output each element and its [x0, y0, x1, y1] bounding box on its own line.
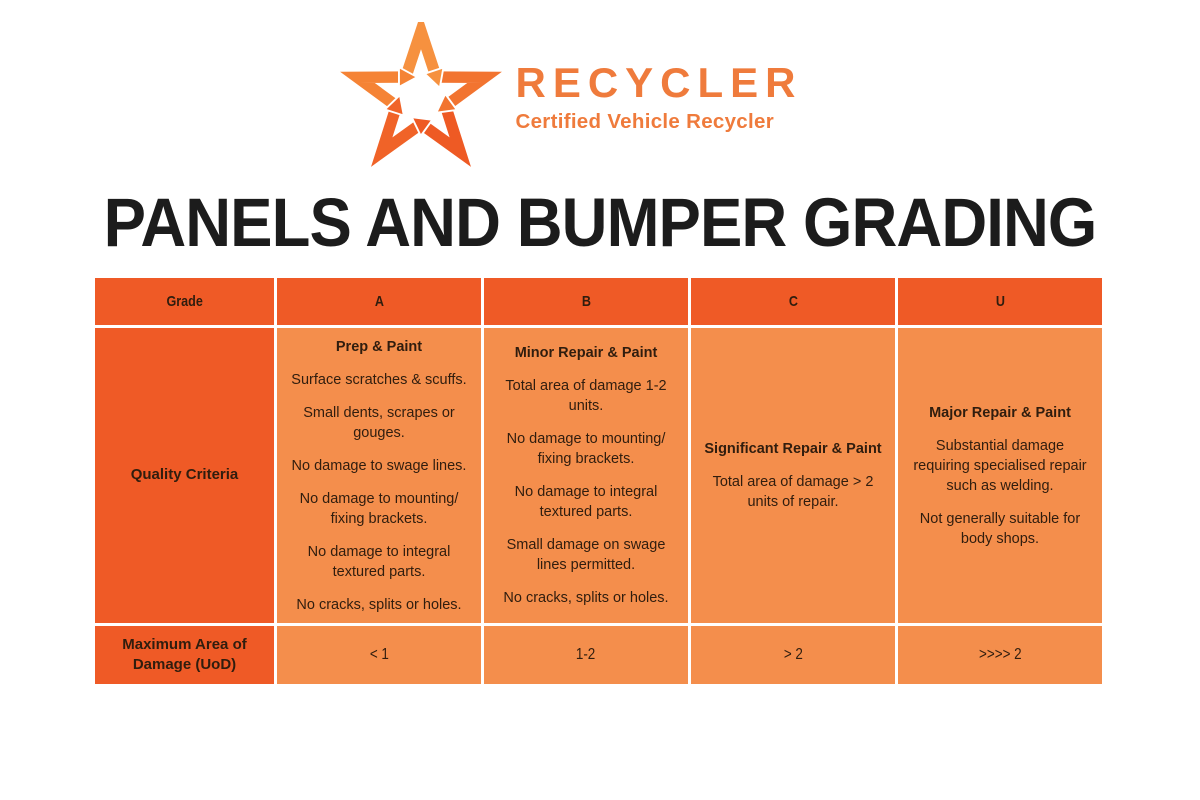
criteria-heading: Significant Repair & Paint	[704, 441, 882, 457]
row-label-quality-criteria: Quality Criteria	[95, 328, 274, 623]
column-header-b: B	[484, 278, 688, 325]
logo: RECYCLER Certified Vehicle Recycler	[0, 0, 1170, 174]
damage-cell-grade-b: 1-2	[484, 626, 688, 684]
criteria-item: Total area of damage 1-2 units.	[505, 378, 667, 414]
criteria-item: No cracks, splits or holes.	[503, 590, 669, 606]
criteria-item: Not generally suitable for body shops.	[919, 510, 1081, 547]
criteria-heading: Minor Repair & Paint	[514, 345, 658, 361]
grading-table: Grade A B C U Quality Criteria Prep & Pa…	[95, 278, 1105, 684]
criteria-item: Surface scratches & scuffs.	[291, 371, 467, 388]
recycle-star-icon	[340, 22, 503, 167]
page-title: PANELS AND BUMPER GRADING	[103, 184, 1098, 261]
damage-cell-grade-u: >>>> 2	[898, 626, 1102, 684]
logo-text: RECYCLER Certified Vehicle Recycler	[515, 62, 802, 134]
criteria-item: No cracks, splits or holes.	[296, 596, 462, 613]
criteria-heading: Major Repair & Paint	[929, 404, 1071, 421]
column-header-grade: Grade	[95, 278, 274, 325]
brand-tagline: Certified Vehicle Recycler	[515, 110, 774, 133]
quality-cell-grade-b: Minor Repair & Paint Total area of damag…	[484, 328, 688, 623]
damage-cell-grade-a: < 1	[277, 626, 481, 684]
row-label-max-damage: Maximum Area of Damage (UoD)	[95, 626, 274, 684]
column-header-a: A	[277, 278, 481, 325]
criteria-item: No damage to integral textured parts.	[307, 543, 451, 580]
criteria-item: Small damage on swage lines permitted.	[506, 537, 666, 573]
criteria-item: No damage to swage lines.	[291, 457, 467, 474]
column-header-u: U	[898, 278, 1102, 325]
criteria-item: Substantial damage requiring specialised…	[913, 437, 1087, 494]
column-header-c: C	[691, 278, 895, 325]
brand-name: RECYCLER	[515, 59, 803, 106]
damage-cell-grade-c: > 2	[691, 626, 895, 684]
criteria-heading: Prep & Paint	[335, 338, 423, 355]
quality-cell-grade-a: Prep & Paint Surface scratches & scuffs.…	[277, 328, 481, 623]
criteria-item: No damage to mounting/ fixing brackets.	[506, 431, 666, 467]
criteria-item: Total area of damage > 2 units of repair…	[712, 474, 874, 510]
quality-cell-grade-c: Significant Repair & Paint Total area of…	[691, 328, 895, 623]
criteria-item: Small dents, scrapes or gouges.	[303, 404, 455, 441]
quality-cell-grade-u: Major Repair & Paint Substantial damage …	[898, 328, 1102, 623]
criteria-item: No damage to integral textured parts.	[514, 484, 658, 520]
criteria-item: No damage to mounting/ fixing brackets.	[299, 490, 459, 527]
